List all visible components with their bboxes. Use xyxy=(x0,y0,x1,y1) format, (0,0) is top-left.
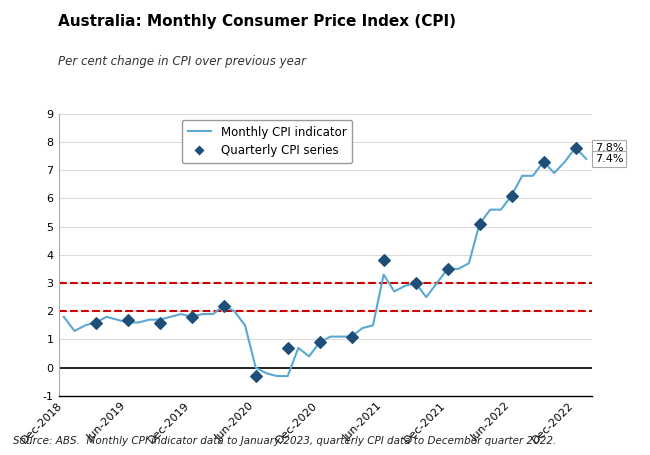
Point xyxy=(443,265,453,273)
Point xyxy=(315,339,325,346)
Point xyxy=(346,333,357,340)
Legend: Monthly CPI indicator, Quarterly CPI series: Monthly CPI indicator, Quarterly CPI ser… xyxy=(181,120,352,163)
Text: 7.8%: 7.8% xyxy=(595,142,623,152)
Point xyxy=(250,373,261,380)
Point xyxy=(410,279,421,287)
Text: Source: ABS.  Monthly CPI indicator data to January 2023, quarterly CPI data to : Source: ABS. Monthly CPI indicator data … xyxy=(13,436,556,446)
Point xyxy=(187,313,197,320)
Point xyxy=(538,158,549,165)
Text: 7.4%: 7.4% xyxy=(595,154,623,164)
Text: Australia: Monthly Consumer Price Index (CPI): Australia: Monthly Consumer Price Index … xyxy=(58,14,456,29)
Point xyxy=(378,257,389,264)
Point xyxy=(155,319,165,326)
Point xyxy=(218,302,229,309)
Point xyxy=(506,192,517,199)
Point xyxy=(570,144,580,151)
Point xyxy=(123,316,133,324)
Point xyxy=(474,220,485,228)
Point xyxy=(90,319,101,326)
Point xyxy=(283,344,293,352)
Text: Per cent change in CPI over previous year: Per cent change in CPI over previous yea… xyxy=(58,55,307,68)
